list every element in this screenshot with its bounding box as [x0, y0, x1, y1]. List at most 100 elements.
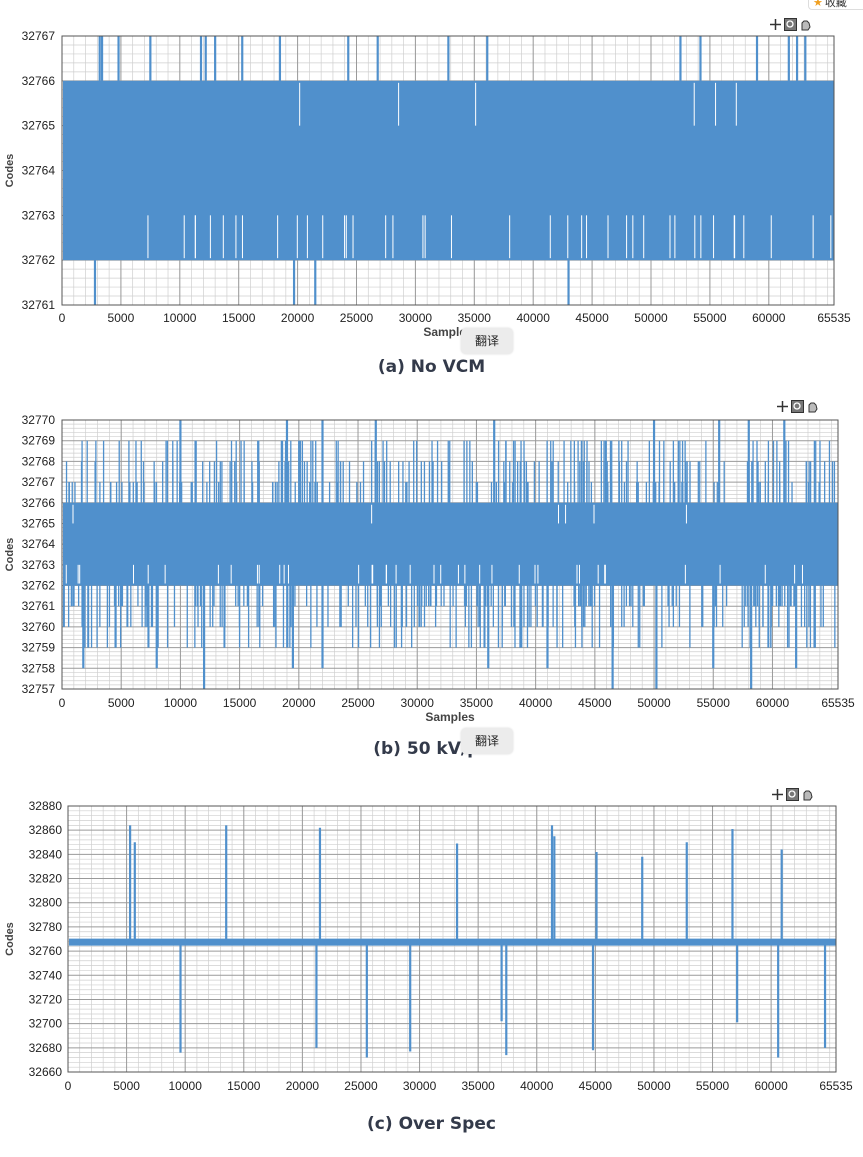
y-tick-label: 32758	[22, 661, 56, 675]
x-tick-label: 40000	[519, 696, 553, 710]
pan-hand-icon[interactable]	[799, 18, 812, 31]
y-tick-label: 32769	[22, 434, 56, 448]
noise-band	[63, 80, 834, 261]
x-tick-label: 55000	[693, 311, 727, 325]
y-tick-label: 32766	[22, 74, 56, 88]
y-tick-label: 32763	[22, 558, 56, 572]
x-tick-label: 30000	[403, 1079, 437, 1093]
x-axis-label: Samples	[425, 710, 475, 724]
y-tick-labels: 32660 32680 32700 32720 32740 32760 32780 32800…	[29, 799, 63, 1079]
x-tick-label: 10000	[169, 1079, 203, 1093]
x-tick-label: 35000	[460, 696, 494, 710]
x-tick-label: 45000	[579, 1079, 613, 1093]
chart-c-toolbar	[771, 788, 814, 802]
x-tick-label: 10000	[164, 696, 198, 710]
x-tick-label: 5000	[108, 696, 135, 710]
y-tick-label: 32660	[29, 1065, 63, 1079]
x-tick-label: 35000	[461, 1079, 495, 1093]
y-tick-label: 32880	[29, 799, 63, 813]
x-tick-labels: 0 5000 10000 15000 20000 25000 30000 35000 40000…	[59, 696, 855, 710]
pan-hand-icon[interactable]	[806, 400, 819, 413]
y-tick-label: 32840	[29, 847, 63, 861]
x-tick-label: 25000	[344, 1079, 378, 1093]
chart-b-toolbar	[776, 400, 819, 414]
y-axis-label: Codes	[4, 538, 16, 572]
band-gaps	[147, 82, 832, 259]
zoom-icon[interactable]	[784, 18, 797, 31]
y-tick-label: 32761	[22, 298, 56, 312]
x-tick-label: 65535	[819, 1079, 853, 1093]
chart-c-caption: (c) Over Spec	[367, 1114, 496, 1134]
favorite-label: 收藏	[824, 0, 847, 9]
x-tick-label: 40000	[520, 1079, 554, 1093]
x-tick-label: 15000	[223, 696, 257, 710]
y-tick-label: 32765	[22, 516, 56, 530]
x-tick-label: 20000	[282, 696, 316, 710]
star-icon: ★	[813, 0, 823, 9]
y-tick-label: 32765	[22, 119, 56, 133]
x-tick-label: 5000	[113, 1079, 140, 1093]
x-tick-label: 65535	[821, 696, 855, 710]
translate-button-a[interactable]: 翻译	[461, 328, 513, 354]
y-tick-label: 32800	[29, 896, 63, 910]
spikes	[129, 825, 827, 1058]
x-tick-label: 45000	[575, 311, 609, 325]
zoom-icon[interactable]	[791, 400, 804, 413]
x-tick-label: 20000	[286, 1079, 320, 1093]
crosshair-icon[interactable]	[776, 400, 789, 413]
x-tick-label: 40000	[517, 311, 551, 325]
data-series	[63, 36, 834, 305]
x-tick-label: 0	[59, 696, 66, 710]
x-tick-label: 0	[59, 311, 66, 325]
x-tick-label: 50000	[634, 311, 668, 325]
crosshair-icon[interactable]	[771, 788, 784, 801]
crosshair-icon[interactable]	[769, 18, 782, 31]
x-tick-label: 15000	[222, 311, 256, 325]
x-tick-label: 35000	[458, 311, 492, 325]
plot-frame	[61, 35, 835, 306]
y-tick-label: 32761	[22, 599, 56, 613]
y-tick-label: 32764	[22, 164, 56, 178]
x-tick-label: 55000	[696, 1079, 730, 1093]
x-tick-label: 30000	[399, 311, 433, 325]
x-tick-label: 30000	[401, 696, 435, 710]
y-tick-label: 32680	[29, 1041, 63, 1055]
chart-c-over-spec: 0 5000 10000 15000 20000 25000 30000 35000 40000…	[4, 799, 853, 1093]
y-tick-label: 32767	[22, 475, 56, 489]
x-tick-labels: 0 5000 10000 15000 20000 25000 30000 35000 40000…	[65, 1079, 853, 1093]
y-tick-label: 32760	[29, 944, 63, 958]
y-tick-label: 32762	[22, 579, 56, 593]
y-tick-label: 32820	[29, 872, 63, 886]
x-tick-label: 5000	[108, 311, 135, 325]
chart-a-caption: (a) No VCM	[377, 357, 486, 377]
translate-button-b[interactable]: 翻译	[461, 728, 513, 754]
x-tick-label: 55000	[697, 696, 731, 710]
y-tick-label: 32860	[29, 823, 63, 837]
y-tick-label: 32740	[29, 968, 63, 982]
band-gaps	[65, 504, 803, 584]
dense-upper-spikes	[65, 440, 836, 503]
favorite-button[interactable]: ★ 收藏	[808, 0, 863, 10]
baseline-trace	[69, 938, 836, 946]
spikes	[82, 420, 798, 689]
y-tick-label: 32768	[22, 454, 56, 468]
y-tick-label: 32770	[22, 413, 56, 427]
plot-frame	[61, 419, 839, 690]
x-tick-label: 20000	[281, 311, 315, 325]
x-tick-label: 25000	[340, 311, 374, 325]
chart-a-no-vcm: 0 5000 10000 15000 20000 25000 30000 35000 40000…	[4, 30, 851, 339]
y-tick-label: 32766	[22, 496, 56, 510]
zoom-icon[interactable]	[786, 788, 799, 801]
y-tick-label: 32764	[22, 537, 56, 551]
noise-band	[63, 502, 838, 586]
y-tick-label: 32767	[22, 30, 56, 43]
x-tick-labels: 0 5000 10000 15000 20000 25000 30000 35000 40000…	[59, 311, 851, 325]
chart-b-caption: (b) 50 kV/µs	[373, 739, 490, 759]
x-tick-label: 10000	[163, 311, 197, 325]
spikes	[93, 36, 807, 305]
data-series	[69, 825, 836, 1058]
y-tick-label: 32700	[29, 1017, 63, 1031]
data-series	[62, 420, 838, 689]
dense-lower-spikes	[62, 585, 836, 648]
pan-hand-icon[interactable]	[801, 788, 814, 801]
